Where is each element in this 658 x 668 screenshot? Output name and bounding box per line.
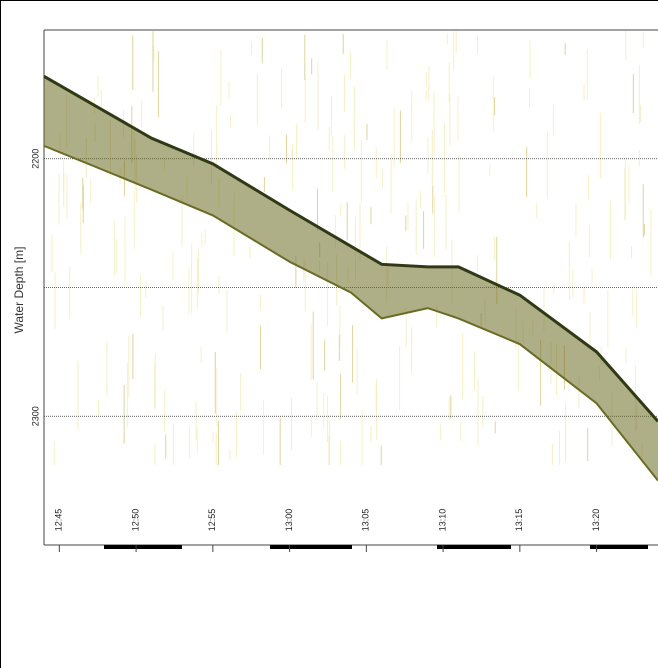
x-tick-label: 13:05 xyxy=(361,509,371,532)
time-bar xyxy=(104,545,182,549)
x-tick-label: 13:15 xyxy=(514,509,524,532)
time-bar xyxy=(437,545,511,549)
x-tick-label: 13:20 xyxy=(591,509,601,532)
reflector-band xyxy=(44,76,658,481)
x-tick-label: 12:55 xyxy=(207,509,217,532)
time-bars xyxy=(104,545,648,549)
y-axis-label: Water Depth [m] xyxy=(12,247,26,334)
time-bar xyxy=(590,545,648,549)
x-tick-label: 12:45 xyxy=(54,509,64,532)
y-tick-label: 2300 xyxy=(30,406,40,426)
reflector-line xyxy=(43,75,658,423)
x-tick-label: 13:00 xyxy=(284,509,294,532)
reflector-line xyxy=(43,144,658,482)
x-tick-label: 12:50 xyxy=(130,509,140,532)
x-tick-label: 13:10 xyxy=(437,509,447,532)
time-bar xyxy=(270,545,352,549)
y-tick-label: 2200 xyxy=(30,149,40,169)
